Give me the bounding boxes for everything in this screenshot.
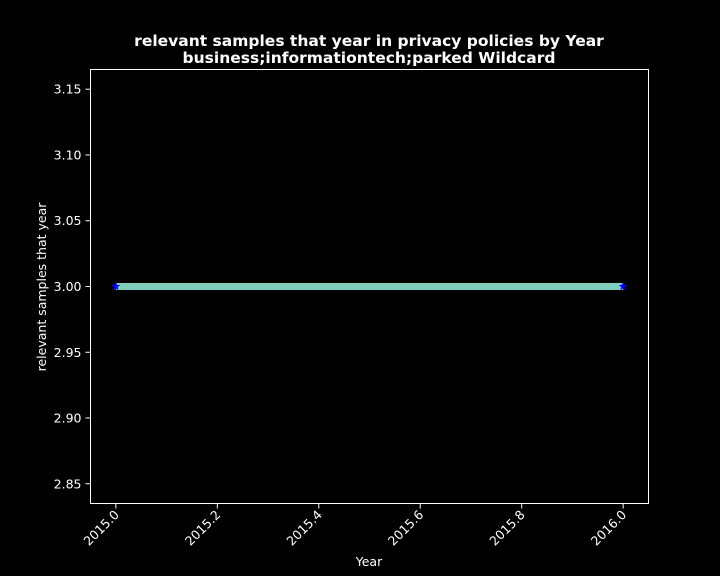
y-tick-label: 3.15: [54, 82, 82, 97]
x-tick-label: 2015.0: [80, 507, 122, 549]
y-tick-label: 3.10: [54, 147, 82, 162]
x-tick-label: 2016.0: [588, 507, 630, 549]
x-tick-label: 2015.6: [385, 507, 427, 549]
x-tick-label: 2015.4: [283, 507, 325, 549]
y-axis-ticks: 2.85 2.90 2.95 3.00 3.05 3.10 3.15: [54, 82, 91, 491]
y-tick-label: 3.00: [54, 279, 82, 294]
y-tick-label: 2.90: [54, 411, 82, 426]
x-axis-ticks: 2015.0 2015.2 2015.4 2015.6 2015.8 2016.0: [80, 503, 630, 549]
y-tick-label: 2.85: [54, 476, 82, 491]
data-point-marker: [618, 281, 628, 291]
x-axis-label: Year: [355, 554, 383, 569]
y-axis-label: relevant samples that year: [34, 202, 49, 372]
data-point-marker: [111, 281, 121, 291]
x-tick-label: 2015.8: [486, 507, 528, 549]
x-tick-label: 2015.2: [182, 507, 224, 549]
y-tick-label: 3.05: [54, 213, 82, 228]
series-layer: [111, 281, 628, 291]
y-tick-label: 2.95: [54, 345, 82, 360]
chart-title: relevant samples that year in privacy po…: [134, 32, 604, 50]
chart-subtitle: business;informationtech;parked Wildcard: [183, 49, 556, 67]
